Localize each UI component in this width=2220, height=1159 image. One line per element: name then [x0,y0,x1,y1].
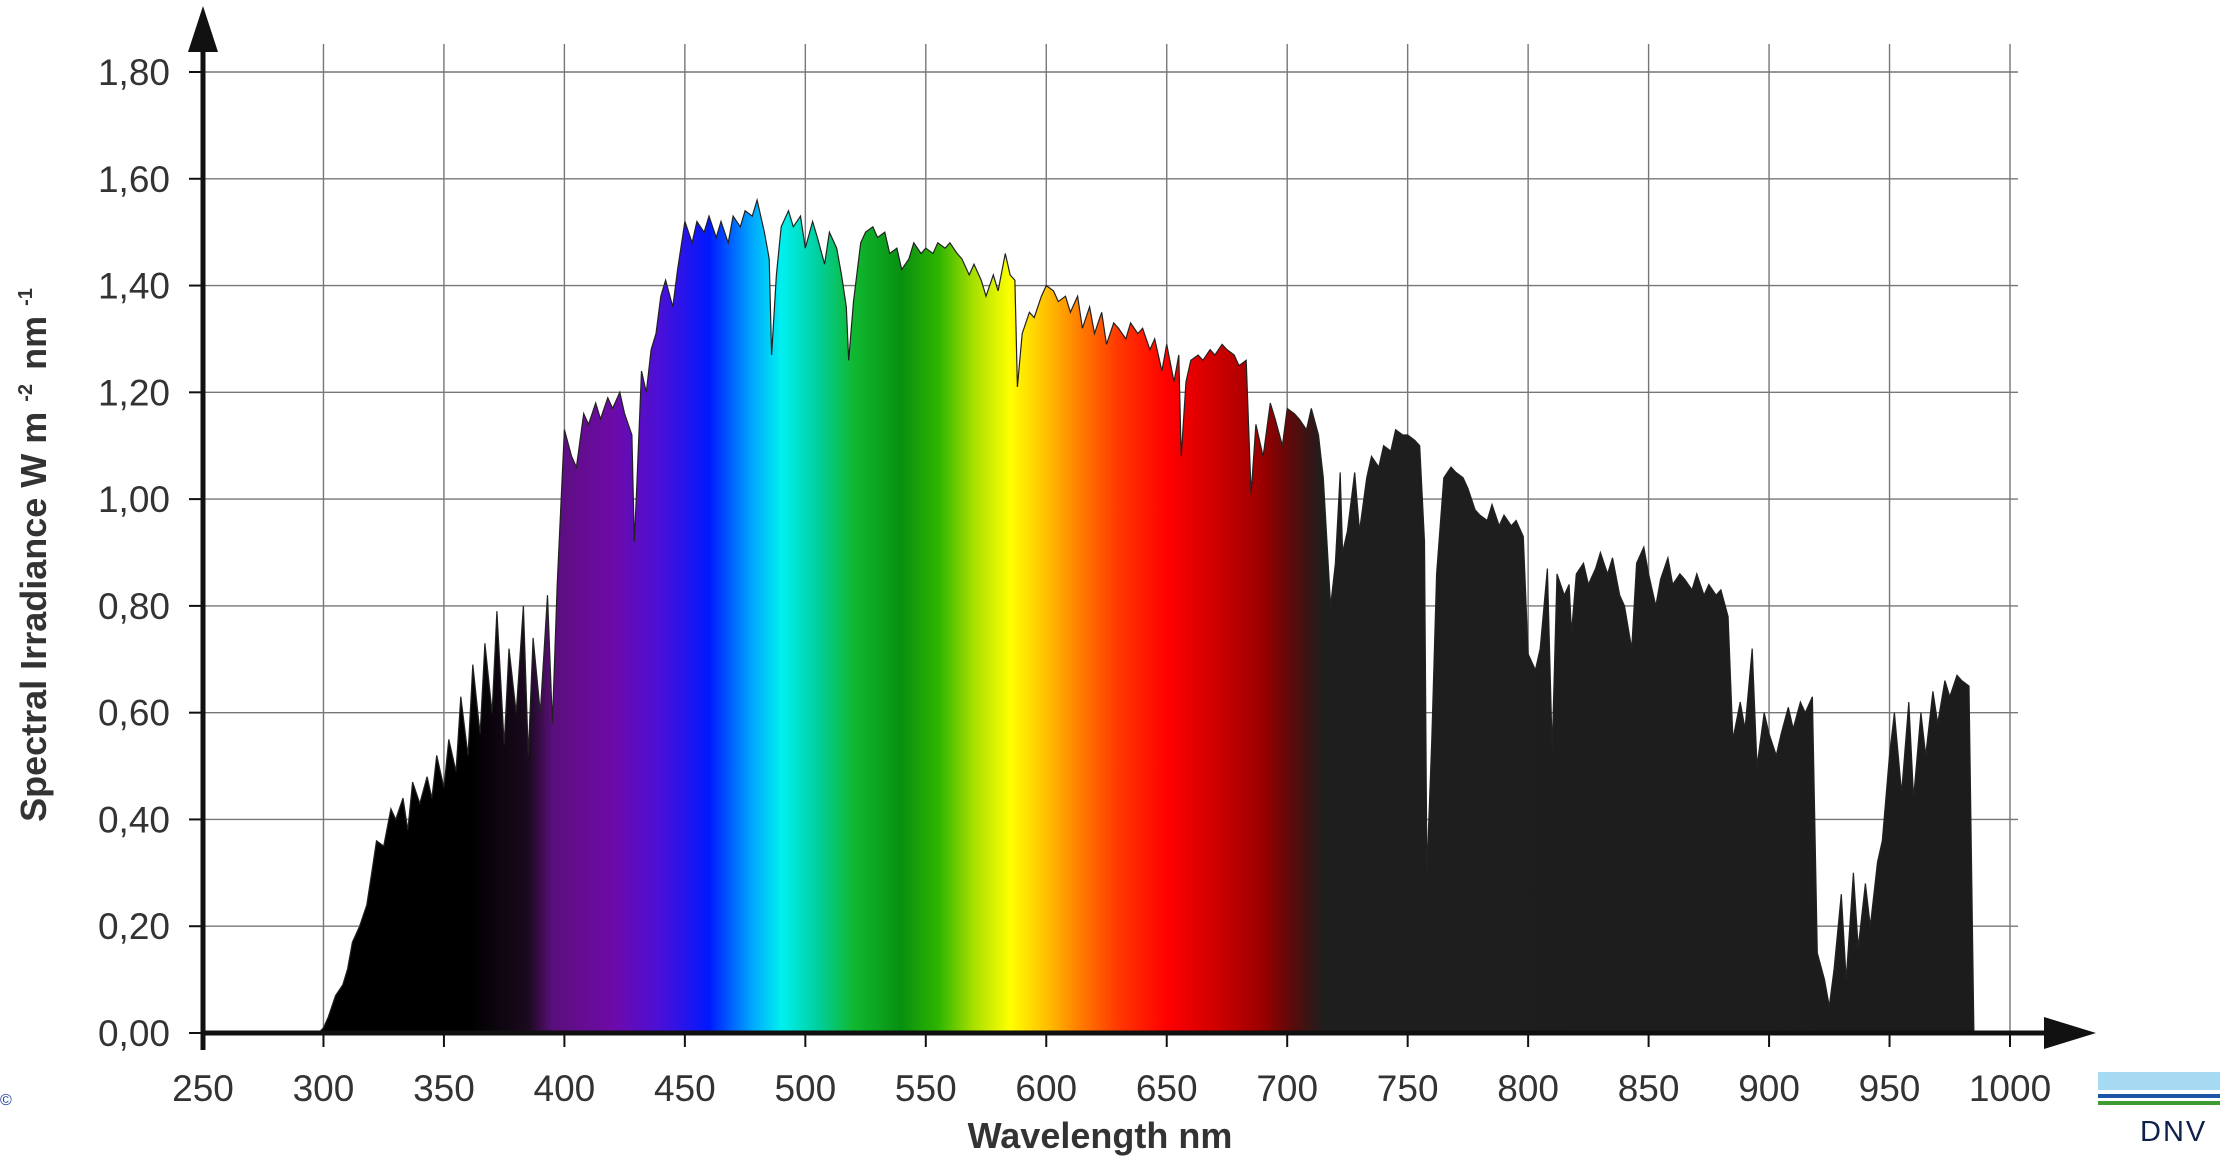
x-tick-label: 550 [895,1068,957,1109]
axes [188,6,2096,1050]
x-tick-label: 250 [172,1068,234,1109]
spectrum-fill [203,197,1982,1034]
y-axis-arrow [188,6,218,52]
y-tick-label: 0,80 [98,586,170,627]
x-tick-label: 500 [774,1068,836,1109]
y-tick-label: 1,80 [98,52,170,93]
y-tick-label: 0,00 [98,1013,170,1054]
logo-bar-green [2098,1101,2220,1105]
logo-bar-blue [2098,1094,2220,1098]
logo-bar-light [2098,1072,2220,1090]
x-tick-label: 850 [1618,1068,1680,1109]
y-tick-label: 0,60 [98,693,170,734]
y-axis-title-main: Spectral Irradiance W m [13,412,54,822]
spectrum-area [203,197,1982,1034]
x-tick-label: 650 [1136,1068,1198,1109]
x-tick-label: 600 [1015,1068,1077,1109]
y-tick-label: 1,00 [98,479,170,520]
y-tick-label: 1,40 [98,266,170,307]
y-axis-title: Spectral Irradiance W m -2 nm -1 [0,288,54,822]
x-tick-label: 900 [1738,1068,1800,1109]
y-axis-title-mid: nm [13,316,54,370]
x-axis-arrow [2044,1017,2096,1049]
x-tick-label: 300 [293,1068,355,1109]
x-tick-label: 950 [1859,1068,1921,1109]
x-tick-label: 350 [413,1068,475,1109]
y-tick-label: 0,40 [98,799,170,840]
x-tick-labels: 250 300 350 400 450 500 550 600 650 700 750 800 850 9… [172,1068,2051,1109]
y-axis-title-sup2: -1 [15,288,37,306]
x-tick-label: 800 [1497,1068,1559,1109]
y-tick-label: 0,20 [98,906,170,947]
y-tick-label: 1,20 [98,372,170,413]
x-tick-label: 450 [654,1068,716,1109]
x-tick-label: 1000 [1969,1068,2051,1109]
x-tick-label: 400 [534,1068,596,1109]
y-tick-labels: 0,00 0,20 0,40 0,60 0,80 1,00 1,20 1,40 1,60 1,80 [98,52,170,1054]
dnv-logo: DNV [2098,1072,2220,1159]
x-tick-label: 700 [1256,1068,1318,1109]
x-axis-title: Wavelength nm [968,1115,1233,1156]
y-tick-label: 1,60 [98,159,170,200]
y-axis-title-sup1: -2 [15,384,37,402]
x-tick-label: 750 [1377,1068,1439,1109]
logo-text: DNV [2140,1116,2208,1148]
copyright-symbol: © [0,1092,12,1109]
